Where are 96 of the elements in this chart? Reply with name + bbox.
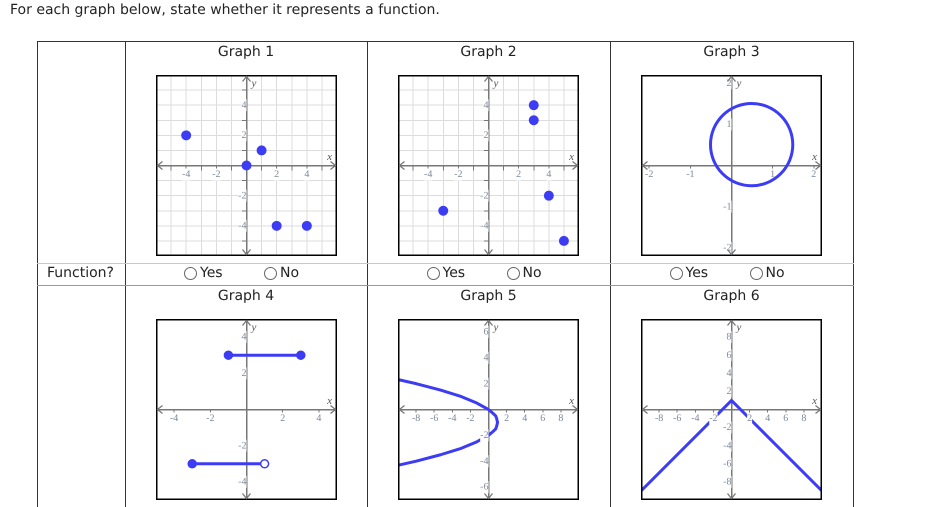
y-axis-title: y bbox=[250, 321, 256, 334]
x-tick-label: 4 bbox=[304, 169, 310, 180]
text: Yes bbox=[686, 265, 708, 282]
x-tick-label: 8 bbox=[558, 413, 564, 424]
y-tick-label: 4 bbox=[726, 368, 732, 379]
y-tick-label: -2 bbox=[480, 190, 488, 202]
text: No bbox=[522, 265, 542, 282]
chart-title: Graph 6 bbox=[702, 288, 761, 305]
point bbox=[256, 145, 267, 156]
x-tick-label: 4 bbox=[546, 169, 552, 180]
text: No bbox=[766, 265, 785, 282]
chart-title: Graph 5 bbox=[459, 288, 518, 305]
y-tick-label: -4 bbox=[480, 456, 488, 467]
x-tick-label: 4 bbox=[765, 413, 770, 424]
y-tick-label: -4 bbox=[238, 476, 246, 488]
y-tick-label: 2 bbox=[484, 130, 488, 141]
x-axis-title: x bbox=[326, 150, 332, 163]
x-axis-title: x bbox=[326, 394, 332, 407]
x-axis-title: x bbox=[811, 150, 818, 163]
x-tick-label: -4 bbox=[170, 413, 178, 424]
point bbox=[438, 206, 448, 216]
y-tick-label: -6 bbox=[723, 458, 732, 470]
point bbox=[242, 160, 252, 170]
y-tick-label: -4 bbox=[723, 440, 732, 452]
y-tick-label: -2 bbox=[723, 422, 732, 434]
y-tick-label: 4 bbox=[242, 100, 246, 111]
y-tick-label: 2 bbox=[726, 386, 732, 398]
x-tick-label: 2 bbox=[280, 413, 286, 424]
x-tick-label: -2 bbox=[454, 169, 463, 180]
x-tick-label: -2 bbox=[709, 413, 718, 424]
x-tick-label: -2 bbox=[212, 169, 221, 180]
text: Function? bbox=[47, 265, 114, 282]
y-tick-label: 4 bbox=[484, 352, 488, 364]
x-axis-title: x bbox=[568, 150, 574, 163]
y-axis-title: y bbox=[492, 321, 498, 334]
y-tick-label: -2 bbox=[238, 190, 246, 202]
y-tick-label: 8 bbox=[726, 332, 732, 343]
chart-title: Graph 4 bbox=[216, 288, 276, 305]
x-tick-label: -4 bbox=[424, 169, 432, 180]
x-tick-label: 4 bbox=[522, 413, 528, 424]
x-axis-title: x bbox=[811, 394, 818, 407]
x-axis-title: x bbox=[568, 394, 574, 407]
y-tick-label: 4 bbox=[242, 332, 246, 343]
y-axis-title: y bbox=[250, 77, 256, 90]
x-tick-label: -6 bbox=[430, 413, 438, 424]
x-tick-label: 2 bbox=[811, 169, 816, 180]
y-tick-label: -8 bbox=[723, 476, 732, 488]
x-tick-label: -2 bbox=[466, 413, 475, 424]
point bbox=[181, 130, 192, 140]
text: Yes bbox=[442, 265, 466, 282]
y-tick-label: -2 bbox=[238, 440, 246, 452]
x-tick-label: -4 bbox=[448, 413, 456, 424]
x-tick-label: 6 bbox=[540, 413, 546, 424]
x-tick-label: -6 bbox=[673, 413, 682, 424]
y-tick-label: 2 bbox=[242, 130, 246, 141]
x-tick-label: -2 bbox=[645, 169, 654, 180]
y-tick-label: 1 bbox=[726, 118, 732, 130]
x-tick-label: -8 bbox=[412, 413, 420, 424]
x-tick-label: 6 bbox=[783, 413, 788, 424]
point bbox=[528, 115, 539, 126]
x-tick-label: 2 bbox=[274, 169, 280, 180]
text: No bbox=[280, 265, 300, 282]
point bbox=[544, 190, 554, 201]
point bbox=[558, 236, 569, 246]
y-tick-label: -6 bbox=[480, 482, 488, 493]
x-tick-label: -8 bbox=[654, 413, 664, 424]
x-tick-label: -4 bbox=[691, 413, 700, 424]
text: Yes bbox=[200, 265, 223, 282]
chart-title: Graph 2 bbox=[459, 44, 518, 61]
point bbox=[528, 100, 539, 110]
y-tick-label: -1 bbox=[723, 201, 732, 212]
y-tick-label: 2 bbox=[484, 378, 488, 390]
y-tick-label: -2 bbox=[480, 430, 488, 441]
y-axis-title: y bbox=[736, 321, 742, 334]
chart-title: Graph 1 bbox=[216, 44, 276, 61]
y-axis-title: y bbox=[736, 77, 742, 90]
y-axis-title: y bbox=[492, 77, 498, 90]
x-tick-label: -1 bbox=[686, 169, 695, 180]
x-tick-label: 2 bbox=[747, 413, 752, 424]
point bbox=[302, 220, 312, 231]
y-tick-label: 2 bbox=[242, 368, 246, 379]
y-tick-label: 6 bbox=[484, 326, 488, 338]
text: For each graph below, state whether it represents a function. bbox=[10, 2, 440, 19]
chart-title: Graph 3 bbox=[702, 44, 761, 61]
y-tick-label: -4 bbox=[238, 220, 246, 232]
y-tick-label: 6 bbox=[726, 350, 732, 361]
x-tick-label: 8 bbox=[801, 413, 806, 424]
y-tick-label: -4 bbox=[480, 220, 488, 232]
x-tick-label: 2 bbox=[516, 169, 522, 180]
x-tick-label: 1 bbox=[770, 169, 776, 180]
x-tick-label: 4 bbox=[316, 413, 322, 424]
x-tick-label: -4 bbox=[182, 169, 190, 180]
point bbox=[272, 220, 282, 231]
y-tick-label: 4 bbox=[484, 100, 488, 111]
x-tick-label: 2 bbox=[504, 413, 510, 424]
x-tick-label: -2 bbox=[206, 413, 214, 424]
